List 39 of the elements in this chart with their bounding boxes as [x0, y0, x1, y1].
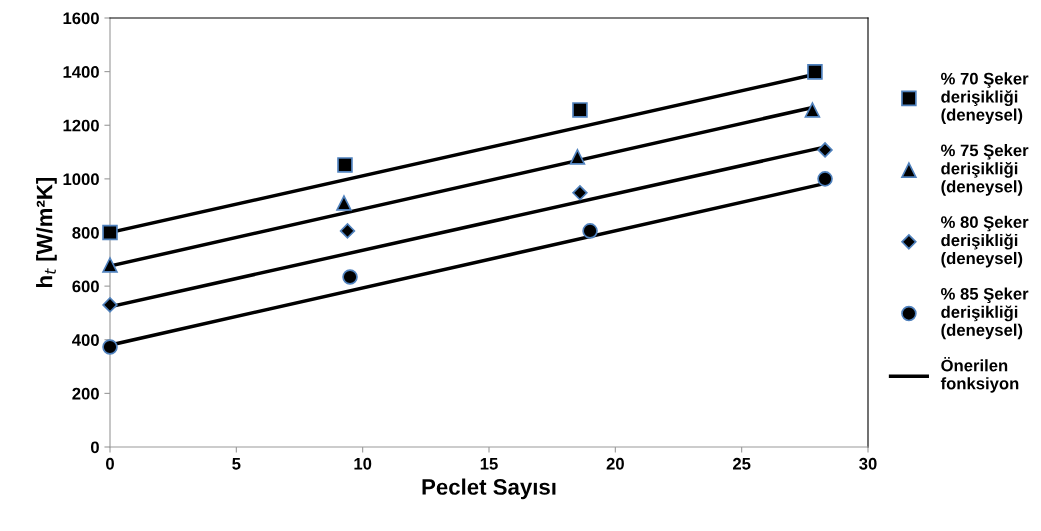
- x-axis-title: Peclet Sayısı: [422, 478, 556, 500]
- y-tick-label: 800: [72, 226, 99, 239]
- y-tick-label: 0: [90, 441, 99, 454]
- legend-label: % 85 Şeker derişikliği (deneysel): [940, 287, 1029, 340]
- x-tick-label: 5: [232, 458, 241, 470]
- legend-label: Önerilen fonksiyon: [940, 357, 1019, 393]
- point: [102, 339, 118, 355]
- point: [807, 64, 823, 80]
- legend-label: % 70 Şeker derişikliği (deneysel): [940, 72, 1029, 125]
- x-tick-label: 10: [354, 457, 372, 470]
- y-tick-label: 400: [72, 334, 99, 346]
- point: [804, 102, 821, 118]
- y-tick-label: 1600: [63, 12, 99, 25]
- x-tick-label: 15: [480, 458, 498, 470]
- y-tick-label: 1200: [63, 119, 99, 132]
- point: [337, 157, 353, 173]
- point: [817, 171, 833, 187]
- point: [102, 297, 118, 313]
- point: [572, 102, 588, 118]
- point: [572, 185, 588, 201]
- y-axis-title: h$_{t}$ [W/m²K]: [36, 177, 57, 287]
- legend-label: % 80 Şeker derişikliği (deneysel): [940, 215, 1029, 268]
- point: [102, 257, 118, 273]
- legend-label: % 75 Şeker derişikliği (deneysel): [940, 144, 1029, 196]
- y-tick-label: 1400: [63, 66, 99, 78]
- y-tick-label: 1000: [63, 173, 99, 186]
- y-tick-label: 200: [72, 387, 99, 400]
- point: [582, 223, 598, 239]
- point: [336, 195, 352, 211]
- point: [817, 142, 833, 158]
- x-tick-label: 20: [606, 457, 624, 470]
- point: [569, 149, 586, 165]
- y-tick-label: 600: [72, 280, 99, 293]
- x-tick-label: 25: [732, 457, 751, 470]
- x-tick-label: 0: [106, 457, 114, 470]
- point: [342, 269, 358, 285]
- x-tick-label: 30: [859, 457, 877, 470]
- point: [102, 224, 118, 241]
- point: [339, 223, 356, 239]
